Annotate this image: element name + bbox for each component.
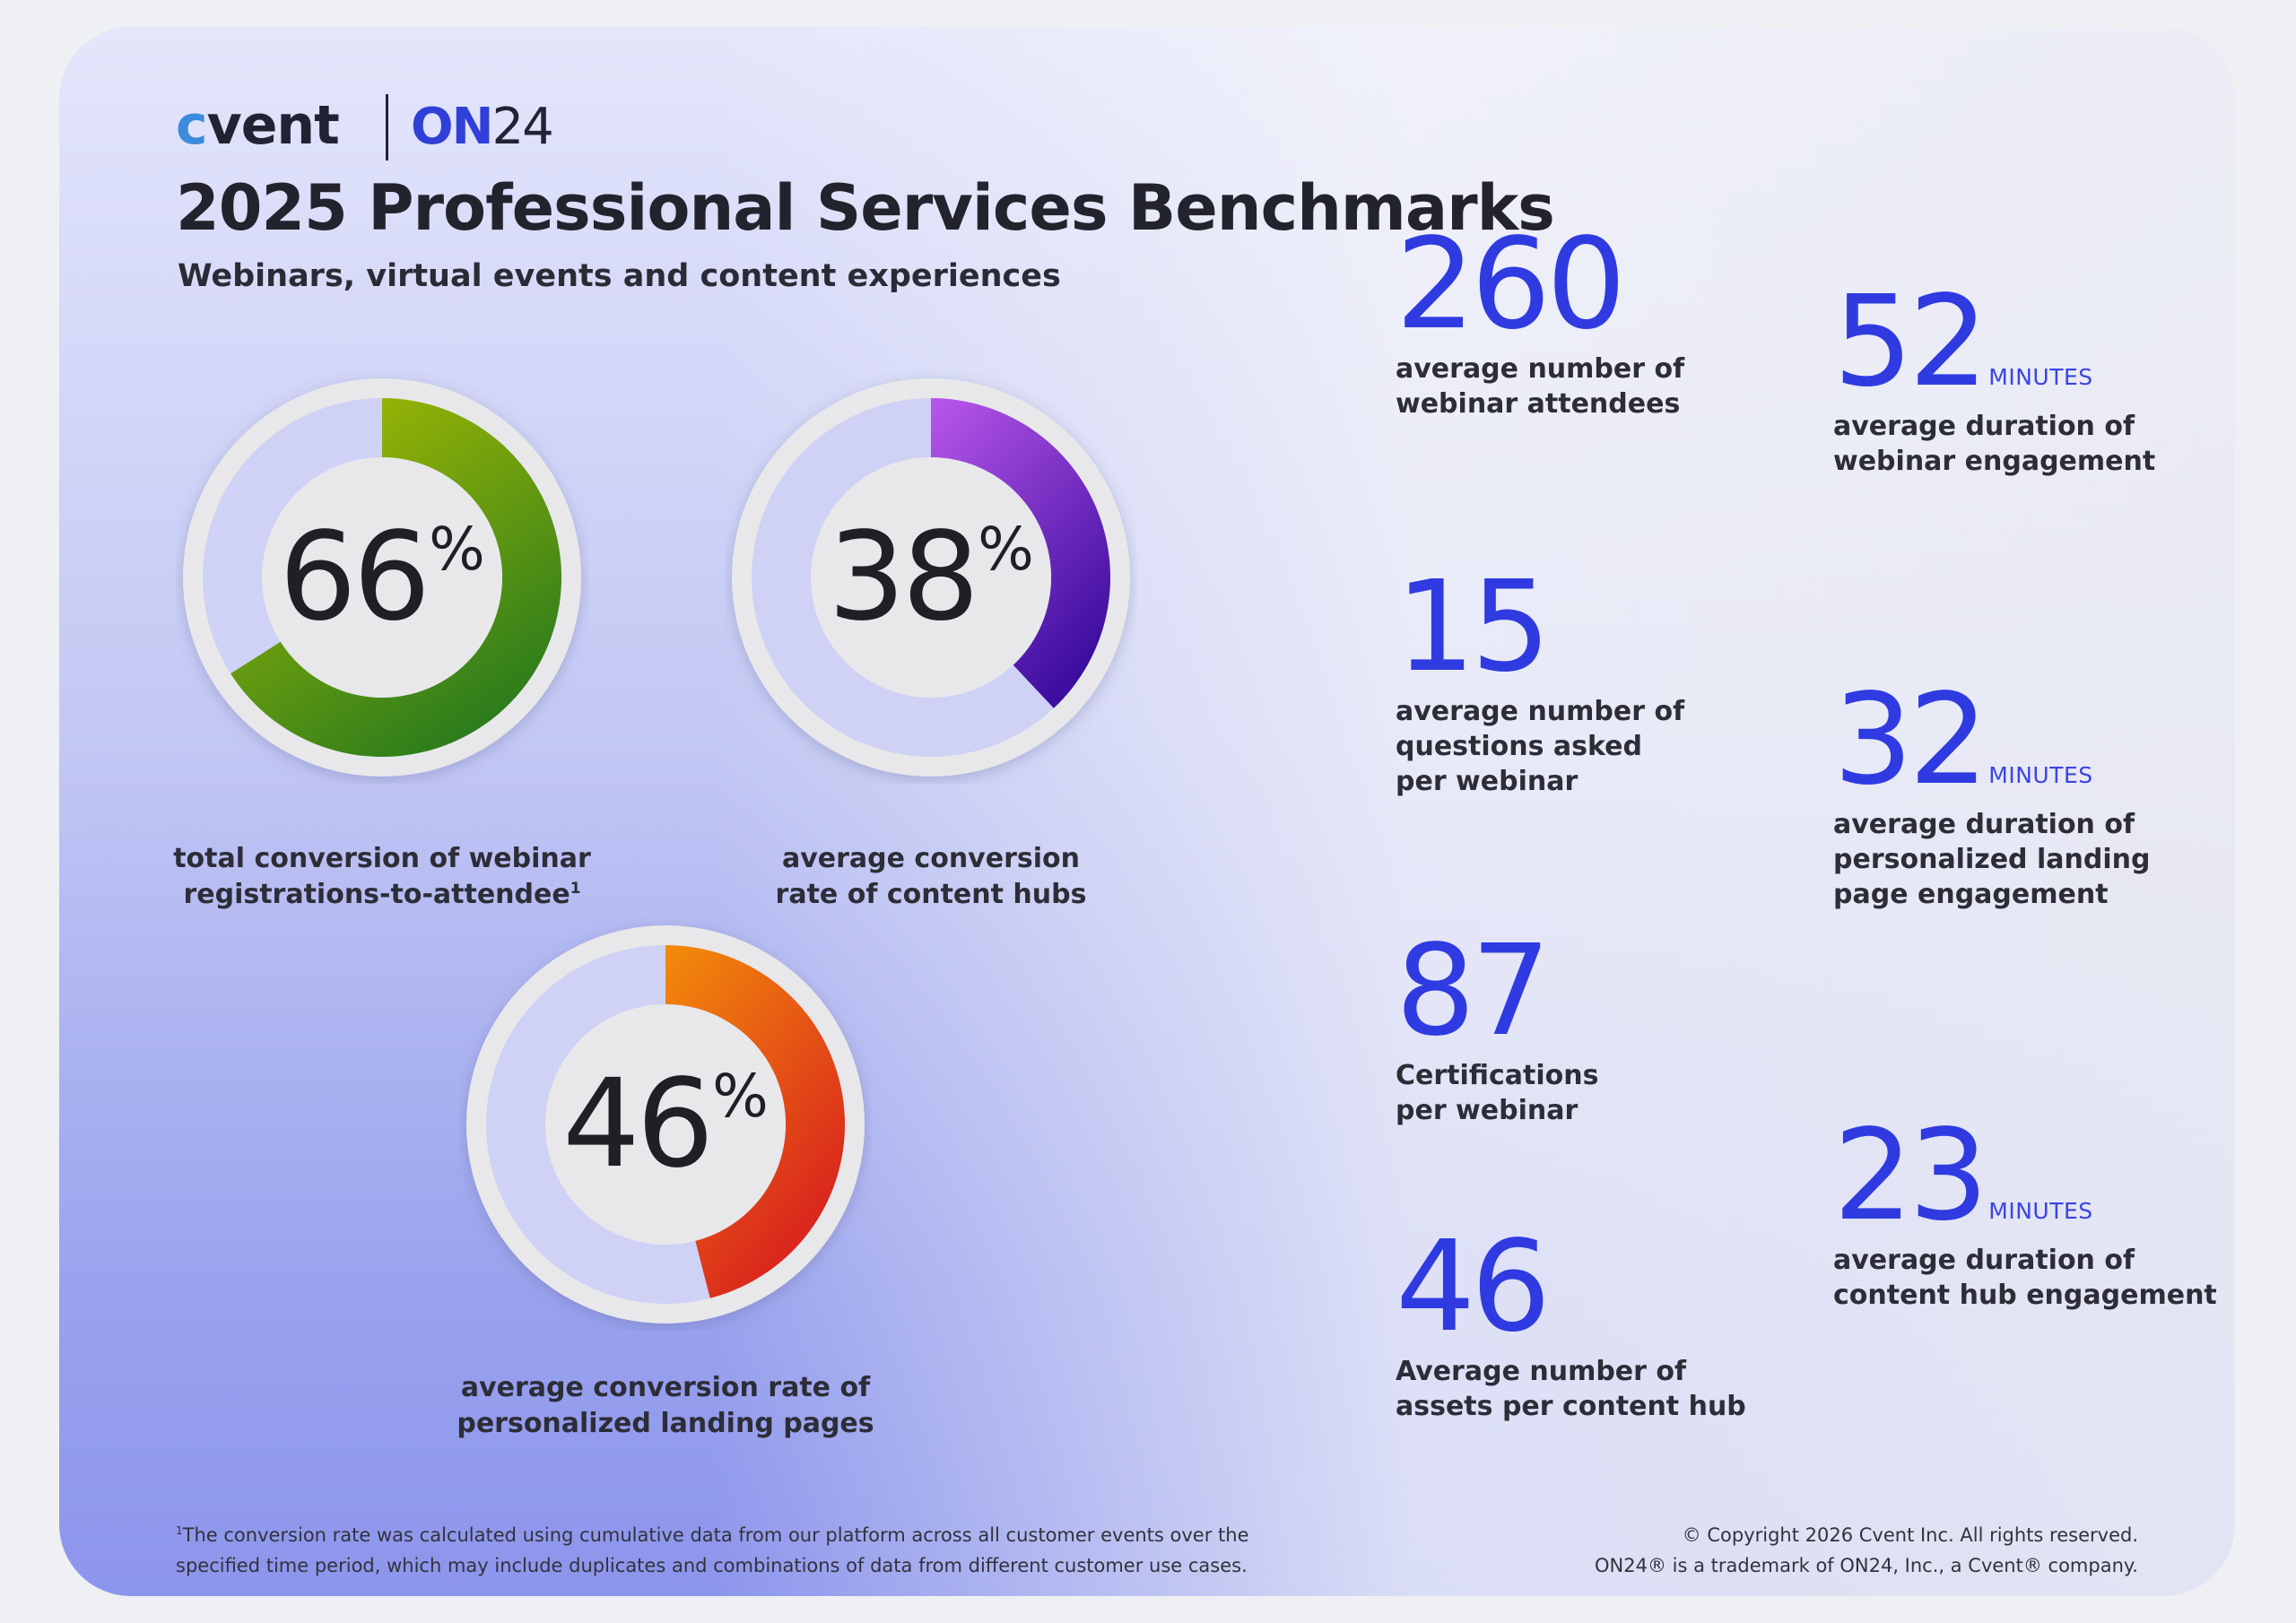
donut-center bbox=[545, 1004, 786, 1245]
stat-value: 15 bbox=[1396, 554, 1551, 700]
stat-label: average number of webinar attendees bbox=[1396, 353, 1685, 420]
footnote: 1The conversion rate was calculated usin… bbox=[176, 1524, 1249, 1576]
stat-label: average number of questions asked per we… bbox=[1396, 696, 1685, 797]
page-subtitle: Webinars, virtual events and content exp… bbox=[178, 258, 1061, 294]
stat-content-hub-duration: 23 MINUTES average duration of content h… bbox=[1833, 1114, 2228, 1313]
infographic-card: cvent ON24 2025 Professional Services Be… bbox=[59, 27, 2235, 1596]
donut-label-webinar-conversion: total conversion of webinar registration… bbox=[173, 843, 591, 910]
stat-label: Average number of assets per content hub bbox=[1396, 1356, 1746, 1422]
stat-value: 260 bbox=[1396, 212, 1626, 358]
stat-landing-page-duration: 32 MINUTES average duration of personali… bbox=[1833, 678, 2228, 912]
stat-value: 87 bbox=[1396, 918, 1551, 1064]
stat-unit: MINUTES bbox=[1988, 1198, 2093, 1224]
copyright-notice: © Copyright 2026 Cvent Inc. All rights r… bbox=[1595, 1524, 2138, 1576]
donut-arc bbox=[665, 945, 846, 1298]
stat-certifications: 87 Certifications per webinar bbox=[1396, 929, 1790, 1128]
stat-assets-per-hub: 46 Average number of assets per content … bbox=[1396, 1225, 1790, 1424]
donut-chart-content-hubs: 38% bbox=[725, 371, 1137, 784]
page-title: 2025 Professional Services Benchmarks bbox=[176, 171, 1555, 245]
on24-logo: ON24 bbox=[411, 98, 554, 156]
stat-label: average duration of personalized landing… bbox=[1833, 809, 2151, 910]
logo-divider bbox=[386, 94, 388, 161]
donut-chart-webinar-conversion: 66% bbox=[176, 371, 588, 784]
stat-label: average duration of webinar engagement bbox=[1833, 411, 2156, 477]
donut-chart-landing-pages: 46% bbox=[459, 918, 872, 1331]
stat-unit: MINUTES bbox=[1988, 762, 2093, 788]
donut-unit: % bbox=[429, 515, 485, 584]
donut-label-landing-pages: average conversion rate of personalized … bbox=[457, 1372, 874, 1439]
donut-arc bbox=[230, 398, 561, 757]
donut-arc bbox=[931, 398, 1110, 708]
stat-questions-asked: 15 average number of questions asked per… bbox=[1396, 565, 1790, 799]
stat-value: 46 bbox=[1396, 1214, 1551, 1360]
stat-webinar-attendees: 260 average number of webinar attendees bbox=[1396, 222, 1790, 421]
footnote-marker: 1 bbox=[570, 879, 581, 898]
donut-value: 66 bbox=[279, 507, 430, 648]
cvent-logo: cvent bbox=[176, 94, 340, 157]
stat-value: 23 bbox=[1833, 1103, 1988, 1249]
donut-label-content-hubs: average conversion rate of content hubs bbox=[775, 843, 1087, 910]
stat-value: 52 bbox=[1833, 269, 1988, 415]
donut-center bbox=[811, 457, 1051, 698]
stat-label: Certifications per webinar bbox=[1396, 1060, 1599, 1126]
donut-value: 46 bbox=[562, 1054, 714, 1195]
stat-label: average duration of content hub engageme… bbox=[1833, 1245, 2217, 1311]
donut-unit: % bbox=[978, 515, 1034, 584]
stat-unit: MINUTES bbox=[1988, 364, 2093, 390]
donut-unit: % bbox=[712, 1062, 769, 1131]
stat-webinar-duration: 52 MINUTES average duration of webinar e… bbox=[1833, 280, 2228, 479]
donut-value: 38 bbox=[828, 507, 979, 648]
stat-value: 32 bbox=[1833, 667, 1988, 813]
donut-center bbox=[262, 457, 502, 698]
